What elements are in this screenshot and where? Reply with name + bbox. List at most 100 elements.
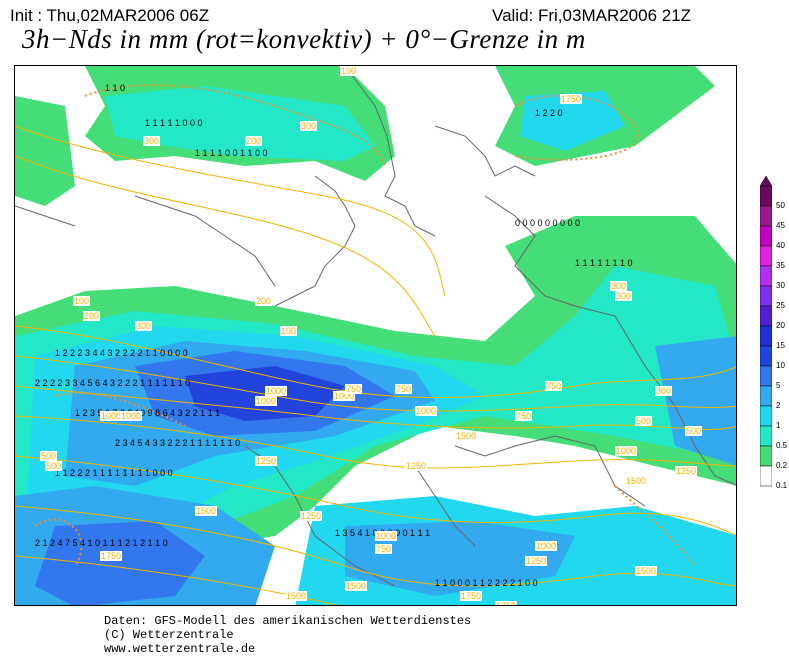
legend-label: 10 [776, 361, 785, 370]
legend-label: 2 [776, 401, 781, 410]
freezing-level-label: 1750 [495, 601, 518, 605]
legend-swatch [760, 445, 772, 467]
freezing-level-label: 1000 [100, 411, 123, 421]
freezing-level-label: 750 [345, 384, 363, 394]
footer: Daten: GFS-Modell des amerikanischen Wet… [104, 614, 471, 656]
legend-label: 0.1 [776, 481, 788, 490]
legend-top-arrow [760, 176, 772, 187]
freezing-level-label: 300 [143, 136, 161, 146]
svg-text:1 2 2 2 3 4 4 3 2 2 2 2 1 1 0: 1 2 2 2 3 4 4 3 2 2 2 2 1 1 0 0 0 0 [55, 348, 188, 358]
freezing-level-label: 1000 [265, 386, 288, 396]
legend-swatch [760, 345, 772, 367]
svg-text:1 1 0 0 0 1 1 2 2 2 2 1 0 0: 1 1 0 0 0 1 1 2 2 2 2 1 0 0 [435, 578, 538, 588]
precip-area-baltic-inner [520, 91, 625, 151]
legend-label: 0.2 [776, 461, 788, 470]
precip-fields [15, 66, 736, 605]
svg-text:0 0 0 0 0 0 0 0 0: 0 0 0 0 0 0 0 0 0 [515, 218, 580, 228]
legend-swatch [760, 265, 772, 287]
freezing-level-label: 500 [685, 426, 703, 436]
legend-swatch [760, 465, 772, 487]
freezing-level-label: 500 [40, 451, 58, 461]
freezing-level-label: 1750 [460, 591, 483, 601]
svg-text:1 1 1 1 1 1 1 0: 1 1 1 1 1 1 1 0 [575, 258, 633, 268]
legend-swatch [760, 185, 772, 207]
freezing-level-label: 300 [655, 386, 673, 396]
legend-label: 20 [776, 321, 785, 330]
freezing-level-contours [15, 125, 736, 605]
freezing-level-label: 1250 [675, 466, 698, 476]
freezing-level-label: 1500 [455, 431, 478, 441]
legend-swatch [760, 385, 772, 407]
svg-text:2 2 2 2 3 3 4 5 6 4 3 2 2 2 1: 2 2 2 2 3 3 4 5 6 4 3 2 2 2 1 1 1 1 1 1 … [35, 378, 190, 388]
legend-label: 35 [776, 261, 785, 270]
legend-swatch [760, 405, 772, 427]
freezing-level-label: 1000 [120, 411, 143, 421]
precipitation-map[interactable]: 1 1 0 1 1 1 1 1 0 0 0 1 1 1 1 0 0 1 1 0 … [14, 65, 737, 606]
legend-color-bar [760, 176, 772, 487]
svg-text:2 3 4 5 4 3 3 2 2 2 1 1 1 1 1: 2 3 4 5 4 3 3 2 2 2 1 1 1 1 1 1 0 [115, 438, 240, 448]
freezing-level-label: 300 [135, 321, 153, 331]
legend-swatch [760, 205, 772, 227]
freezing-level-label: 1000 [535, 541, 558, 551]
freezing-level-label: 1000 [375, 531, 398, 541]
precip-area-south-c2 [345, 521, 575, 596]
freezing-level-label: 750 [545, 381, 563, 391]
freezing-level-label: 1250 [255, 456, 278, 466]
freezing-level-label: 1500 [285, 591, 308, 601]
freezing-level-label: 1500 [625, 476, 648, 486]
freezing-level-label: 1500 [635, 566, 658, 576]
footer-website[interactable]: www.wetterzentrale.de [104, 642, 256, 656]
footer-data-source: Daten: GFS-Modell des amerikanischen Wet… [104, 614, 472, 628]
freezing-level-label: 300 [610, 281, 628, 291]
freezing-level-label: 1500 [195, 506, 218, 516]
freezing-level-label: 750 [395, 384, 413, 394]
legend-label: 50 [776, 201, 785, 210]
legend-swatch [760, 425, 772, 447]
legend: 50 45 40 35 30 25 20 15 10 5 2 1 0.5 0.2 0.1 [760, 176, 788, 496]
legend-swatch [760, 285, 772, 307]
freezing-level-label: 750 [515, 411, 533, 421]
precip-area-southwest-c5 [35, 521, 205, 605]
legend-label: 5 [776, 381, 781, 390]
legend-label: 45 [776, 221, 785, 230]
svg-text:1 2 3 5 6 7 8 9 10 9 8 6 4 3 2: 1 2 3 5 6 7 8 9 10 9 8 6 4 3 2 2 1 1 1 [75, 408, 220, 418]
freezing-level-label: 750 [375, 544, 393, 554]
precip-area-west [15, 96, 75, 206]
freezing-level-label: 500 [45, 461, 63, 471]
freezing-level-label: 1500 [345, 581, 368, 591]
freezing-level-label: 200 [83, 311, 101, 321]
svg-text:1 1 1 1 1 0 0 0: 1 1 1 1 1 0 0 0 [145, 118, 203, 128]
map-canvas: 1 1 0 1 1 1 1 1 0 0 0 1 1 1 1 0 0 1 1 0 … [15, 66, 736, 605]
freezing-level-label: 1250 [525, 556, 548, 566]
freezing-level-label: 100 [280, 326, 298, 336]
freezing-level-label: 500 [635, 416, 653, 426]
legend-label: 0.5 [776, 441, 788, 450]
valid-time: Valid: Fri,03MAR2006 21Z [492, 6, 692, 25]
legend-label: 40 [776, 241, 785, 250]
freezing-level-label: 100 [73, 296, 91, 306]
freezing-level-label: 1000 [255, 396, 278, 406]
map-title: 3h−Nds in mm (rot=konvektiv) + 0°−Grenze… [22, 24, 586, 54]
freezing-level-label: 1250 [300, 511, 323, 521]
freezing-level-label: 1250 [405, 461, 428, 471]
freezing-level-label: 1000 [615, 446, 638, 456]
legend-swatch [760, 365, 772, 387]
legend-label: 15 [776, 341, 785, 350]
freezing-level-label: 300 [615, 291, 633, 301]
legend-swatch [760, 305, 772, 327]
svg-text:1 1 1 1 0 0 1 1 0 0: 1 1 1 1 0 0 1 1 0 0 [195, 148, 268, 158]
legend-label: 25 [776, 301, 785, 310]
legend-swatch [760, 225, 772, 247]
precip-area-east [655, 336, 736, 466]
svg-text:2 1 2 4 7 5 4 1 0 1 1 1 2 1 2: 2 1 2 4 7 5 4 1 0 1 1 1 2 1 2 1 1 0 [35, 538, 168, 548]
freezing-level-label: 300 [300, 121, 318, 131]
legend-swatch [760, 325, 772, 347]
svg-text:1 2 2 0: 1 2 2 0 [535, 108, 563, 118]
svg-text:1 1 0: 1 1 0 [105, 83, 125, 93]
init-time: Init : Thu,02MAR2006 06Z [10, 6, 210, 25]
precip-grid-values: 1 1 0 1 1 1 1 1 0 0 0 1 1 1 1 0 0 1 1 0 … [35, 83, 633, 588]
freezing-level-label: 200 [255, 296, 273, 306]
freezing-level-label: 100 [340, 66, 358, 76]
freezing-level-label: 1000 [415, 406, 438, 416]
freezing-level-label: 1750 [100, 551, 123, 561]
